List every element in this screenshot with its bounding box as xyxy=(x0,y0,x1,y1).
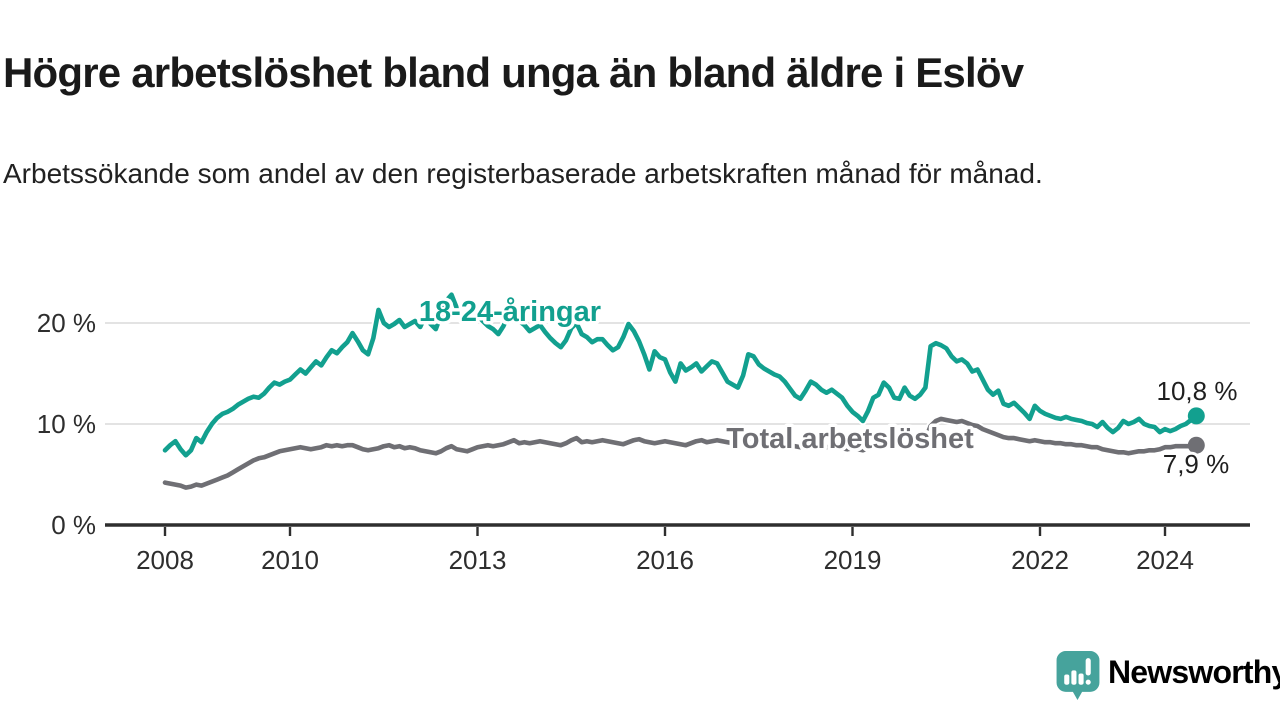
exclamation-bar-icon xyxy=(1085,658,1091,676)
youth-line-halo xyxy=(160,290,1201,460)
exclamation-dot-icon xyxy=(1085,679,1091,685)
speech-bubble-shape xyxy=(1056,651,1100,700)
total-end-dot xyxy=(1187,436,1205,454)
series-label-total: Total arbetslöshet xyxy=(726,423,974,455)
x-axis-label-2008: 2008 xyxy=(136,545,194,575)
total-line-halo xyxy=(160,414,1201,492)
y-axis-labels: 0 % 10 % 20 % xyxy=(37,308,96,540)
line-chart: 0 % 10 % 20 % 2008 2010 2013 2016 2019 2022 2024… xyxy=(37,290,1250,575)
newsworthy-logo[interactable]: Newsworthy xyxy=(1056,651,1280,700)
value-label-total: 7,9 % xyxy=(1163,449,1230,479)
bar-icon-short xyxy=(1064,674,1070,685)
x-ticks xyxy=(163,527,1167,536)
series-label-youth: 18-24-åringar xyxy=(419,296,601,328)
value-label-youth: 10,8 % xyxy=(1157,376,1238,406)
x-axis-label-2019: 2019 xyxy=(824,545,882,575)
bar-icon-tall xyxy=(1071,670,1077,685)
chart-subtitle: Arbetssökande som andel av den registerb… xyxy=(3,158,1043,189)
series-lines xyxy=(160,290,1201,492)
x-axis-label-2013: 2013 xyxy=(449,545,507,575)
newsworthy-logo-text: Newsworthy xyxy=(1108,653,1280,690)
y-axis-label-0: 0 % xyxy=(51,510,96,540)
x-axis-label-2010: 2010 xyxy=(261,545,319,575)
youth-end-dot xyxy=(1187,407,1205,425)
x-tick-labels: 2008 2010 2013 2016 2019 2022 2024 xyxy=(136,545,1194,575)
x-axis-label-2016: 2016 xyxy=(636,545,694,575)
y-axis-label-10: 10 % xyxy=(37,409,96,439)
x-axis-label-2024: 2024 xyxy=(1136,545,1194,575)
newsworthy-speech-bubble-icon xyxy=(1056,651,1100,700)
end-dots xyxy=(1187,407,1205,454)
total-line xyxy=(162,416,1199,490)
gridlines xyxy=(105,322,1250,425)
youth-line xyxy=(162,292,1199,458)
y-axis-label-20: 20 % xyxy=(37,308,96,338)
page-title: Högre arbetslöshet bland unga än bland ä… xyxy=(3,49,1024,97)
bar-icon-medium xyxy=(1078,673,1084,685)
x-axis-label-2022: 2022 xyxy=(1011,545,1069,575)
